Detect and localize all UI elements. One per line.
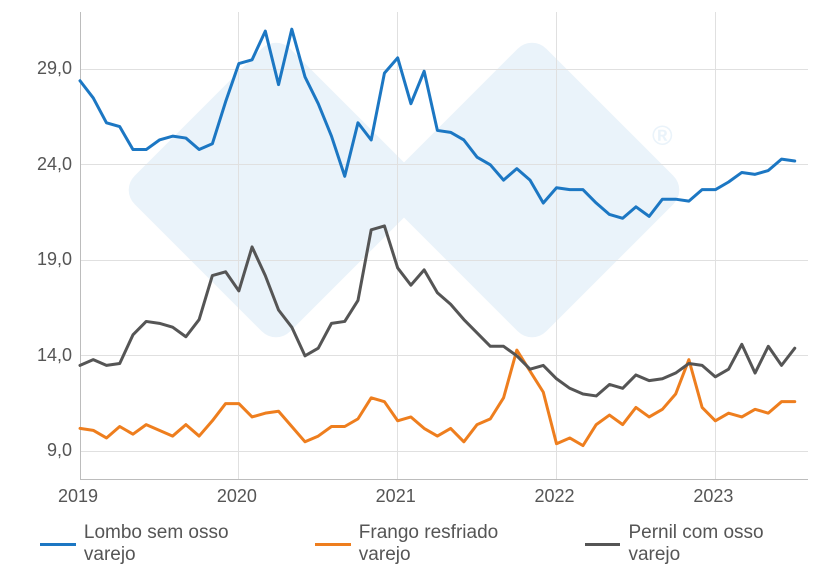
- x-tick-label: 2019: [58, 486, 98, 507]
- legend-item: Lombo sem osso varejo: [40, 522, 285, 566]
- legend-label: Pernil com osso varejo: [628, 522, 820, 566]
- series-layer: [80, 12, 808, 480]
- plot-area: [80, 12, 808, 480]
- legend-label: Lombo sem osso varejo: [84, 522, 285, 566]
- x-tick-label: 2020: [217, 486, 257, 507]
- y-tick-label: 14,0: [37, 345, 72, 366]
- legend: Lombo sem osso varejo Frango resfriado va…: [0, 522, 820, 566]
- series-lombo: [80, 29, 795, 218]
- legend-label: Frango resfriado varejo: [359, 522, 555, 566]
- y-tick-label: 9,0: [47, 440, 72, 461]
- legend-item: Pernil com osso varejo: [585, 522, 820, 566]
- y-tick-label: 24,0: [37, 154, 72, 175]
- series-pernil: [80, 226, 795, 396]
- legend-swatch: [40, 543, 76, 546]
- legend-swatch: [585, 543, 621, 546]
- x-tick-label: 2022: [535, 486, 575, 507]
- y-tick-label: 19,0: [37, 249, 72, 270]
- x-tick-label: 2023: [693, 486, 733, 507]
- y-tick-label: 29,0: [37, 58, 72, 79]
- legend-item: Frango resfriado varejo: [315, 522, 555, 566]
- chart-container: 3 3 ® Lombo sem osso varejoFrango resfri…: [0, 0, 820, 566]
- x-tick-label: 2021: [376, 486, 416, 507]
- legend-swatch: [315, 543, 351, 546]
